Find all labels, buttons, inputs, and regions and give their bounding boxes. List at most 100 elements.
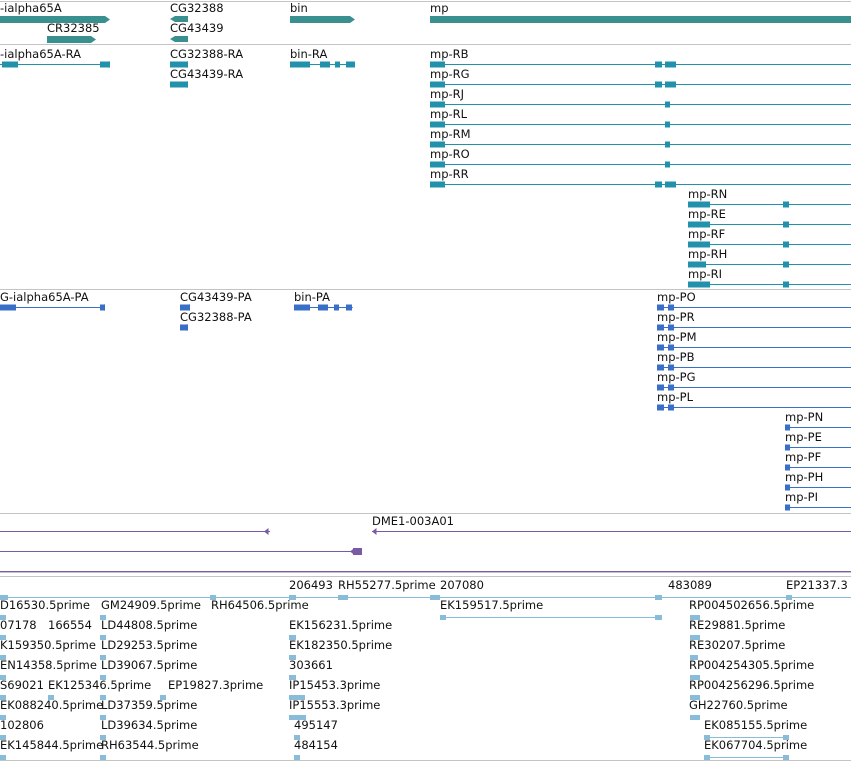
est-label[interactable]: 206493 (289, 578, 333, 592)
feature-mp-pn[interactable]: mp-PN (785, 410, 851, 431)
est-block[interactable] (0, 615, 6, 620)
est-label[interactable]: 484154 (294, 738, 338, 752)
est-block[interactable] (100, 655, 106, 660)
feature-mp-ri[interactable]: mp-RI (688, 267, 851, 288)
feature-mp-rf[interactable]: mp-RF (688, 227, 851, 248)
est-label[interactable]: EK145844.5prime (0, 738, 103, 752)
est-block[interactable] (704, 755, 710, 760)
gene-cr32385[interactable]: CR32385 (47, 21, 100, 43)
feature-cg-ialpha65a-ra[interactable]: -ialpha65A-RA (0, 47, 110, 68)
est-block[interactable] (100, 635, 106, 640)
est-label[interactable]: LD39067.5prime (101, 658, 197, 672)
feature-mp-pl[interactable]: mp-PL (657, 390, 851, 411)
est-block[interactable] (0, 695, 6, 700)
est-block[interactable] (690, 635, 700, 640)
est-label[interactable]: IP15453.3prime (289, 678, 380, 692)
est-label[interactable]: IP15553.3prime (289, 698, 380, 712)
est-label[interactable]: EK125346.5prime (48, 678, 151, 692)
est-label[interactable]: 166554 (48, 618, 92, 632)
feature-mp-pr[interactable]: mp-PR (657, 310, 851, 331)
est-block[interactable] (0, 735, 6, 740)
feature-mp-pe[interactable]: mp-PE (785, 430, 851, 451)
est-label[interactable]: RE29881.5prime (689, 618, 785, 632)
est-label[interactable]: 495147 (294, 718, 338, 732)
est-label[interactable]: 07178 (0, 618, 37, 632)
est-label[interactable]: RH64506.5prime (211, 598, 309, 612)
est-label[interactable]: EK159517.5prime (440, 598, 543, 612)
est-block[interactable] (0, 675, 6, 680)
est-block[interactable] (0, 635, 6, 640)
feature-mp-rn[interactable]: mp-RN (688, 187, 851, 208)
est-block[interactable] (783, 755, 789, 760)
est-label[interactable]: EK156231.5prime (289, 618, 392, 632)
feature-mp-rm[interactable]: mp-RM (430, 127, 851, 148)
feature-mp-ph[interactable]: mp-PH (785, 470, 851, 491)
feature-mp-po[interactable]: mp-PO (657, 290, 851, 311)
gene-cg43439[interactable]: CG43439 (170, 21, 224, 42)
est-label[interactable]: LD39634.5prime (101, 718, 197, 732)
est-block[interactable] (289, 695, 305, 700)
est-label[interactable]: EK085155.5prime (704, 718, 807, 732)
est-block[interactable] (690, 675, 700, 680)
est-block[interactable] (100, 615, 106, 620)
est-block[interactable] (100, 755, 106, 760)
feature-mp-pm[interactable]: mp-PM (657, 330, 851, 351)
gene-cg-ialpha65a[interactable]: -ialpha65A (0, 1, 110, 23)
feature-mp-rr[interactable]: mp-RR (430, 167, 851, 188)
est-label[interactable]: EK067704.5prime (704, 738, 807, 752)
gene-mp[interactable]: mp (430, 1, 851, 23)
feature-mp-pf[interactable]: mp-PF (785, 450, 851, 471)
est-block[interactable] (160, 695, 166, 700)
est-block[interactable] (100, 715, 106, 720)
est-label[interactable]: EP21337.3 (786, 578, 848, 592)
gene-cg32388[interactable]: CG32388 (170, 1, 224, 22)
feature-bin-pa[interactable]: bin-PA (294, 290, 353, 311)
est-block[interactable] (294, 755, 300, 760)
est-label[interactable]: EK088240.5prime (0, 698, 103, 712)
est-label[interactable]: LD37359.5prime (101, 698, 197, 712)
est-block[interactable] (294, 735, 300, 740)
est-label[interactable]: EP19827.3prime (168, 678, 263, 692)
clone-dme1-003a01[interactable]: DME1-003A01 (372, 514, 851, 535)
est-label[interactable]: GH22760.5prime (689, 698, 788, 712)
est-block[interactable] (0, 655, 6, 660)
est-label[interactable]: LD44808.5prime (101, 618, 197, 632)
feature-bin-ra[interactable]: bin-RA (290, 47, 355, 68)
feature-mp-rb[interactable]: mp-RB (430, 47, 851, 68)
est-block[interactable] (100, 695, 106, 700)
feature-mp-rl[interactable]: mp-RL (430, 107, 851, 128)
est-block[interactable] (289, 635, 296, 640)
feature-mp-pi[interactable]: mp-PI (785, 490, 851, 511)
est-block[interactable] (289, 655, 296, 660)
est-block[interactable] (690, 695, 700, 700)
clone-row-2[interactable] (0, 548, 362, 555)
est-label[interactable]: S69021 (0, 678, 44, 692)
feature-mp-rg[interactable]: mp-RG (430, 67, 851, 88)
est-label[interactable]: D16530.5prime (0, 598, 90, 612)
feature-mp-rj[interactable]: mp-RJ (430, 87, 851, 108)
est-label[interactable]: RP004502656.5prime (689, 598, 814, 612)
est-label[interactable]: LD29253.5prime (101, 638, 197, 652)
feature-mp-pb[interactable]: mp-PB (657, 350, 851, 371)
est-label[interactable]: RE30207.5prime (689, 638, 785, 652)
est-label[interactable]: 207080 (440, 578, 484, 592)
est-block[interactable] (100, 675, 106, 680)
feature-mp-re[interactable]: mp-RE (688, 207, 851, 228)
feature-cg43439-pa[interactable]: CG43439-PA (180, 290, 252, 311)
est-block[interactable] (690, 655, 698, 660)
est-label[interactable]: RH55277.5prime (338, 578, 436, 592)
feature-mp-pg[interactable]: mp-PG (657, 370, 851, 391)
clone-row-0[interactable] (0, 528, 270, 535)
gene-bin[interactable]: bin (290, 1, 355, 23)
feature-cg-ialpha65a-pa[interactable]: G-ialpha65A-PA (0, 290, 105, 311)
est-block[interactable] (0, 755, 6, 760)
feature-mp-rh[interactable]: mp-RH (688, 247, 851, 268)
est-label[interactable]: RP004256296.5prime (689, 678, 814, 692)
est-label[interactable]: EN14358.5prime (0, 658, 97, 672)
est-label[interactable]: GM24909.5prime (101, 598, 201, 612)
feature-cg43439-ra[interactable]: CG43439-RA (170, 67, 243, 88)
est-block[interactable] (0, 715, 6, 720)
est-label[interactable]: RH63544.5prime (101, 738, 199, 752)
est-label[interactable]: 102806 (0, 718, 44, 732)
est-block[interactable] (48, 695, 54, 700)
